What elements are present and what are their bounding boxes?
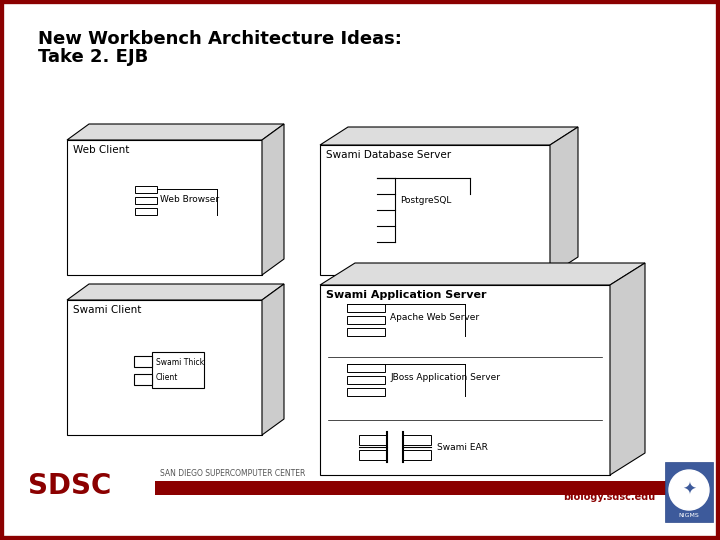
Bar [155,481,685,495]
Bar [347,364,385,372]
Bar [152,352,204,388]
Bar [665,462,713,522]
Polygon shape [550,127,578,275]
Text: biology.sdsc.edu: biology.sdsc.edu [563,492,655,502]
Bar [347,376,385,384]
Text: PostgreSQL: PostgreSQL [400,196,451,205]
Bar [403,435,431,444]
Text: SAN DIEGO SUPERCOMPUTER CENTER: SAN DIEGO SUPERCOMPUTER CENTER [160,469,305,478]
Bar [320,285,610,475]
Bar [134,355,152,367]
Text: Swami Client: Swami Client [73,305,141,315]
Text: Client: Client [156,373,179,382]
Bar [359,435,387,444]
Polygon shape [610,263,645,475]
Bar [359,449,387,460]
Bar [347,304,385,312]
Polygon shape [320,263,645,285]
Polygon shape [262,124,284,275]
Text: Swami Application Server: Swami Application Server [326,290,487,300]
Text: New Workbench Architecture Ideas:: New Workbench Architecture Ideas: [38,30,402,48]
Polygon shape [320,127,578,145]
Polygon shape [67,124,284,140]
Bar [134,374,152,384]
Text: Swami EAR: Swami EAR [437,442,488,451]
Bar [347,388,385,396]
Bar [67,140,262,275]
Text: Swami Thick: Swami Thick [156,358,204,367]
Circle shape [669,470,709,510]
Polygon shape [262,284,284,435]
Bar [135,207,157,214]
Text: NIGMS: NIGMS [679,513,699,518]
Text: Swami Database Server: Swami Database Server [326,150,451,160]
Text: Take 2. EJB: Take 2. EJB [38,48,148,66]
Text: SDSC: SDSC [28,472,112,500]
Text: JBoss Application Server: JBoss Application Server [390,374,500,382]
Text: ✦: ✦ [682,481,696,499]
Bar [67,300,262,435]
Bar [135,197,157,204]
Bar [135,186,157,192]
Bar [403,449,431,460]
Text: Web Browser: Web Browser [160,194,219,204]
Text: Apache Web Server: Apache Web Server [390,314,479,322]
Bar [347,316,385,324]
Bar [347,328,385,336]
Text: Web Client: Web Client [73,145,130,155]
Polygon shape [67,284,284,300]
Bar [320,145,550,275]
